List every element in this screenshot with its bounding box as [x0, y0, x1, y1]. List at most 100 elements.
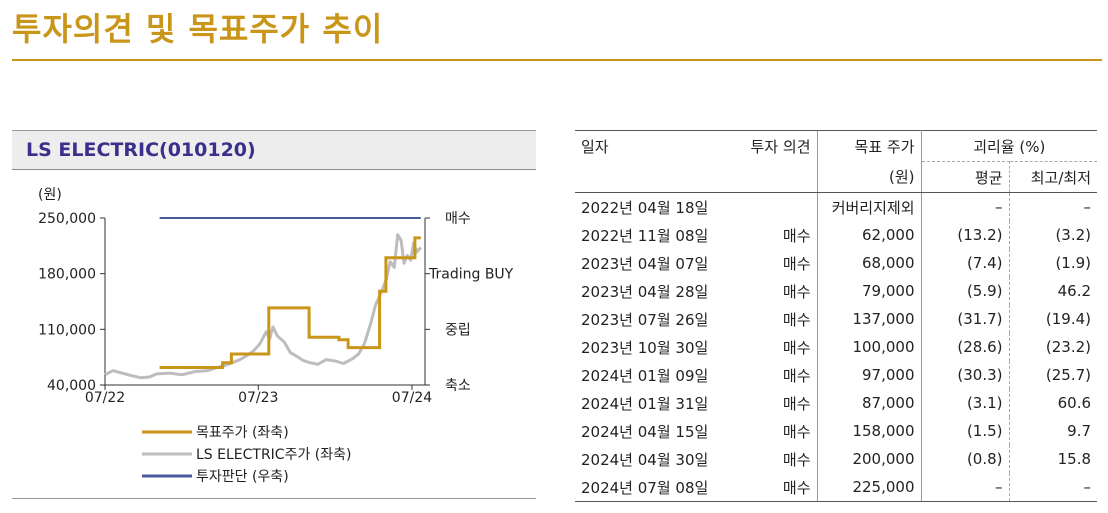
header-average: 평균	[921, 161, 1010, 193]
right-axis-tick-label: 축소	[445, 378, 471, 394]
cell-date: 2024년 01월 31일	[581, 394, 709, 413]
table-row: 2023년 04월 28일 매수 79,000 (5.9) 46.2	[575, 277, 1097, 305]
cell-target-price: 97,000	[816, 361, 922, 389]
cell-target-price: 100,000	[816, 333, 922, 361]
header-opinion: 투자 의견	[727, 130, 817, 162]
table-row: 2023년 04월 07일 매수 68,000 (7.4) (1.9)	[575, 249, 1097, 277]
cell-target-price: 137,000	[816, 305, 922, 333]
y-tick-label: 40,000	[47, 378, 96, 394]
chart-title: LS ELECTRIC(010120)	[26, 139, 256, 161]
table-row: 2022년 11월 08일 매수 62,000 (13.2) (3.2)	[575, 221, 1097, 249]
header-target-price: 목표 주가	[816, 130, 922, 162]
cell-target-price: 225,000	[816, 473, 922, 502]
y-tick-label: 110,000	[38, 322, 96, 338]
cell-target-price: 커버리지제외	[816, 192, 922, 221]
cell-date: 2022년 11월 08일	[581, 226, 709, 245]
cell-high-low-gap: 9.7	[1067, 422, 1092, 440]
cell-opinion: 매수	[782, 226, 811, 245]
cell-opinion: 매수	[782, 422, 811, 441]
header-opinion-blank	[727, 161, 817, 193]
cell-date: 2024년 04월 15일	[581, 422, 709, 441]
cell-high-low-gap: (19.4)	[1045, 310, 1092, 328]
table-row: 2024년 01월 09일 매수 97,000 (30.3) (25.7)	[575, 361, 1097, 389]
cell-high-low-gap: (1.9)	[1055, 254, 1092, 272]
cell-target-price: 200,000	[816, 445, 922, 473]
table-row: 2024년 04월 15일 매수 158,000 (1.5) 9.7	[575, 417, 1097, 445]
right-axis-tick-label: 매수	[445, 211, 471, 227]
price-series-line	[104, 233, 422, 380]
cell-date: 2023년 04월 28일	[581, 282, 709, 301]
legend-label: 목표주가 (좌축)	[196, 425, 289, 441]
header-date-blank	[575, 161, 727, 193]
cell-high-low-gap: 60.6	[1057, 394, 1092, 412]
cell-target-price: 79,000	[816, 277, 922, 305]
cell-date: 2024년 01월 09일	[581, 366, 709, 385]
legend-label: LS ELECTRIC주가 (좌축)	[196, 447, 351, 463]
cell-average-gap: (5.9)	[921, 277, 1010, 305]
cell-high-low-gap: (3.2)	[1055, 226, 1092, 244]
cell-opinion: 매수	[727, 473, 817, 502]
cell-average-gap: (7.4)	[921, 249, 1010, 277]
y-unit-label: (원)	[38, 187, 62, 203]
price-target-chart: (원) 250,000 180,000 110,000 40,000 매수 Trading…	[38, 187, 514, 485]
cell-date: 2022년 04월 18일	[581, 198, 709, 217]
chart-title-box: LS ELECTRIC(010120)	[12, 131, 536, 169]
chart-panel: LS ELECTRIC(010120) (원) 250,000 180,000 11…	[12, 130, 536, 500]
cell-target-price: 68,000	[816, 249, 922, 277]
cell-high-low-gap: (25.7)	[1045, 366, 1092, 384]
cell-target-price: 158,000	[816, 417, 922, 445]
chart-title-divider	[12, 169, 536, 170]
right-axis-tick-label: 중립	[445, 322, 471, 338]
cell-average-gap: (3.1)	[921, 389, 1010, 417]
cell-opinion: 매수	[782, 366, 811, 385]
cell-average-gap: –	[921, 473, 1010, 502]
cell-opinion: 매수	[782, 282, 811, 301]
target-price-series-line	[159, 236, 421, 369]
chart-panel-top-border	[12, 130, 536, 131]
header-target-unit: (원)	[816, 161, 922, 193]
cell-high-low-gap: 15.8	[1057, 450, 1092, 468]
cell-average-gap: (0.8)	[921, 445, 1010, 473]
header-date: 일자	[575, 130, 727, 162]
axes-layer: 250,000 180,000 110,000 40,000 매수 Trading BUY…	[38, 211, 514, 406]
cell-high-low-gap: –	[1083, 198, 1092, 216]
cell-high-low-gap: 46.2	[1057, 282, 1092, 300]
cell-opinion: 매수	[782, 394, 811, 413]
cell-opinion: 매수	[782, 310, 811, 329]
cell-opinion: 매수	[782, 254, 811, 273]
cell-average-gap: (28.6)	[921, 333, 1010, 361]
cell-average-gap: –	[921, 192, 1010, 221]
title-divider	[12, 59, 1102, 61]
cell-date: 2024년 07월 08일	[575, 473, 727, 502]
cell-opinion	[727, 193, 817, 222]
legend-label: 투자판단 (우축)	[196, 469, 289, 485]
cell-target-price: 62,000	[816, 221, 922, 249]
cell-high-low-gap: –	[1009, 473, 1098, 502]
right-axis-tick-label: Trading BUY	[428, 267, 514, 283]
y-tick-label: 180,000	[38, 267, 96, 283]
chart-panel-bottom-border	[12, 498, 536, 499]
target-price-history-table: 일자 투자 의견 목표 주가 괴리율 (%) (원) 평균 최고/최저 2022…	[575, 130, 1098, 502]
cell-opinion: 매수	[782, 338, 811, 357]
cell-target-price: 87,000	[816, 389, 922, 417]
cell-average-gap: (30.3)	[921, 361, 1010, 389]
table-row: 2024년 04월 30일 매수 200,000 (0.8) 15.8	[575, 445, 1097, 473]
page-title: 투자의견 및 목표주가 추이	[12, 10, 384, 48]
table-row: 2024년 07월 08일 매수 225,000– –	[575, 473, 1098, 502]
header-high-low: 최고/최저	[1009, 161, 1098, 193]
table-row: 2023년 07월 26일 매수 137,000 (31.7) (19.4)	[575, 305, 1097, 333]
cell-date: 2023년 07월 26일	[581, 310, 709, 329]
cell-opinion: 매수	[782, 450, 811, 469]
cell-average-gap: (13.2)	[921, 221, 1010, 249]
cell-average-gap: (31.7)	[921, 305, 1010, 333]
table-row: 2022년 04월 18일 커버리지제외 – –	[575, 192, 1097, 222]
series-layer	[104, 217, 422, 380]
x-tick-label: 07/23	[238, 390, 278, 406]
cell-date: 2023년 10월 30일	[581, 338, 709, 357]
header-gap-rate: 괴리율 (%)	[921, 130, 1098, 162]
cell-date: 2023년 04월 07일	[581, 254, 709, 273]
table-row: 2023년 10월 30일 매수 100,000 (28.6) (23.2)	[575, 333, 1097, 361]
cell-average-gap: (1.5)	[921, 417, 1010, 445]
y-tick-label: 250,000	[38, 211, 96, 227]
legend: 목표주가 (좌축) LS ELECTRIC주가 (좌축) 투자판단 (우축)	[142, 425, 351, 485]
